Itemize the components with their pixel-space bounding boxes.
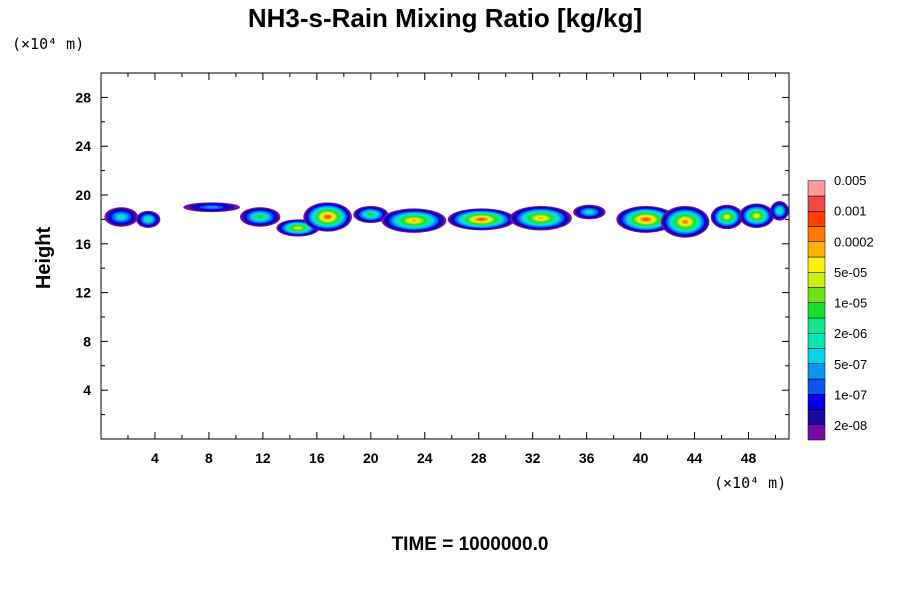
colorbar-label: 5e-07: [834, 357, 867, 372]
colorbar-label: 5e-05: [834, 265, 867, 280]
y-tick-label: 28: [75, 89, 91, 105]
colorbar-swatch: [807, 287, 826, 303]
colorbar-swatch: [807, 195, 826, 212]
contour-region: [537, 217, 544, 220]
colorbar-swatch: [807, 333, 826, 349]
colorbar-swatch: [807, 180, 826, 197]
x-tick-label: 36: [579, 450, 595, 466]
x-tick-label: 8: [205, 450, 213, 466]
contour-region: [683, 220, 688, 224]
y-tick-label: 4: [83, 382, 91, 398]
colorbar-swatch: [807, 226, 826, 242]
time-label: TIME = 1000000.0: [392, 534, 549, 555]
x-tick-label: 48: [741, 450, 757, 466]
colorbar-swatch: [807, 378, 826, 395]
colorbar-label: 0.001: [834, 204, 867, 219]
x-tick-label: 4: [151, 450, 159, 466]
colorbar-swatch: [807, 256, 826, 273]
contour-region: [754, 214, 759, 217]
contour-region: [368, 213, 374, 216]
contour-region: [778, 209, 781, 213]
x-tick-label: 40: [633, 450, 649, 466]
contour-region: [725, 215, 729, 219]
colorbar-label: 1e-05: [834, 296, 867, 311]
x-unit-label: (×10⁴ m): [714, 474, 786, 492]
colorbar-label: 0.005: [834, 173, 867, 188]
x-tick-label: 44: [687, 450, 703, 466]
y-tick-label: 12: [75, 285, 91, 301]
y-tick-label: 16: [75, 236, 91, 252]
y-axis-label: Height: [33, 227, 55, 290]
y-unit-label: (×10⁴ m): [12, 35, 84, 53]
chart-title: NH3-s-Rain Mixing Ratio [kg/kg]: [248, 3, 642, 33]
contour-region: [118, 215, 125, 219]
contour-region: [325, 215, 330, 219]
y-tick-label: 24: [75, 138, 91, 154]
colorbar-swatch: [807, 272, 826, 288]
colorbar: 0.005 0.001 0.0002 5e-05 1e-05 2e-06 5e-07 1e-0…: [807, 173, 874, 441]
colorbar-label: 0.0002: [834, 234, 874, 249]
contour-region: [478, 218, 485, 221]
colorbar-swatch: [807, 348, 826, 364]
x-tick-label: 32: [525, 450, 541, 466]
x-tick-label: 24: [417, 450, 433, 466]
data-field: [104, 201, 790, 238]
contour-region: [146, 218, 150, 221]
colorbar-label: 1e-07: [834, 387, 867, 402]
y-tick-label: 20: [75, 187, 91, 203]
contour-region: [295, 226, 301, 229]
colorbar-swatch: [807, 424, 826, 441]
x-tick-label: 20: [363, 450, 379, 466]
plot-frame: [100, 72, 790, 440]
contour-region: [411, 219, 417, 222]
colorbar-label: 2e-08: [834, 418, 867, 433]
contour-region: [643, 218, 649, 221]
colorbar-swatch: [807, 394, 826, 410]
colorbar-label: 2e-06: [834, 326, 867, 341]
colorbar-swatch: [807, 211, 826, 227]
colorbar-swatch: [807, 363, 826, 380]
colorbar-swatch: [807, 241, 826, 258]
contour-region: [205, 206, 219, 209]
colorbar-swatch: [807, 409, 826, 425]
x-tick-label: 16: [309, 450, 325, 466]
contour-region: [257, 215, 263, 219]
colorbar-swatch: [807, 302, 826, 319]
x-tick-label: 12: [255, 450, 271, 466]
colorbar-swatch: [807, 317, 826, 334]
x-tick-label: 28: [471, 450, 487, 466]
contour-region: [586, 210, 593, 214]
y-tick-label: 8: [83, 333, 91, 349]
